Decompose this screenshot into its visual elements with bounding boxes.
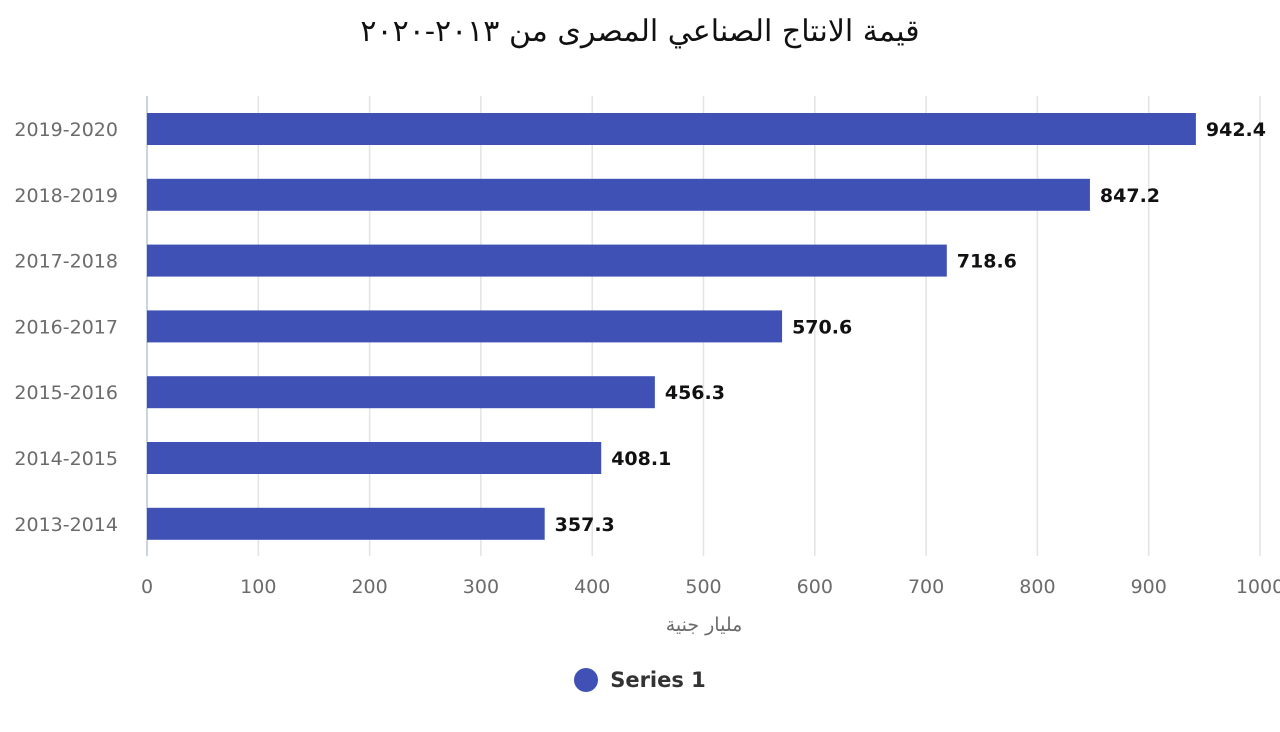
x-tick-label: 800 [1019, 576, 1055, 598]
legend-label: Series 1 [610, 668, 706, 692]
chart-title: قيمة الانتاج الصناعي المصرى من ٢٠١٣-٢٠٢٠ [360, 14, 920, 49]
bars [147, 113, 1196, 540]
x-tick-label: 400 [574, 576, 610, 598]
data-label: 408.1 [611, 448, 671, 470]
category-label: 2015-2016 [14, 382, 118, 404]
x-tick-label: 700 [908, 576, 944, 598]
data-label: 718.6 [957, 251, 1017, 273]
data-label: 456.3 [665, 382, 725, 404]
bar [147, 376, 655, 409]
category-label: 2014-2015 [14, 448, 118, 470]
x-tick-label: 200 [351, 576, 387, 598]
bar [147, 244, 947, 277]
bar [147, 113, 1196, 145]
data-labels: 942.4 847.2 718.6 570.6 456.3 408.1 357.3 [555, 119, 1266, 536]
bar [147, 442, 602, 474]
legend-marker [574, 668, 599, 692]
category-label: 2017-2018 [14, 251, 118, 273]
x-tick-label: 0 [141, 576, 153, 598]
x-tick-label: 600 [797, 576, 833, 598]
category-label: 2016-2017 [14, 316, 118, 338]
bar [147, 178, 1090, 211]
bar [147, 310, 783, 343]
x-tick-label: 1000 [1236, 576, 1280, 598]
x-tick-labels: 0 100 200 300 400 500 600 700 800 900 1000 [141, 576, 1280, 598]
category-label: 2018-2019 [14, 185, 118, 207]
legend: Series 1 [0, 668, 1280, 692]
category-label: 2019-2020 [14, 119, 118, 141]
data-label: 942.4 [1206, 119, 1266, 141]
x-tick-label: 900 [1131, 576, 1167, 598]
x-tick-label: 500 [685, 576, 721, 598]
category-labels: 2019-2020 2018-2019 2017-2018 2016-2017 2015… [14, 119, 118, 536]
x-axis-title: مليار جنية [666, 614, 743, 636]
data-label: 357.3 [555, 514, 615, 536]
data-label: 847.2 [1100, 185, 1160, 207]
category-label: 2013-2014 [14, 514, 118, 536]
data-label: 570.6 [792, 316, 852, 338]
x-tick-label: 100 [240, 576, 276, 598]
x-tick-label: 300 [463, 576, 499, 598]
bar [147, 507, 545, 540]
